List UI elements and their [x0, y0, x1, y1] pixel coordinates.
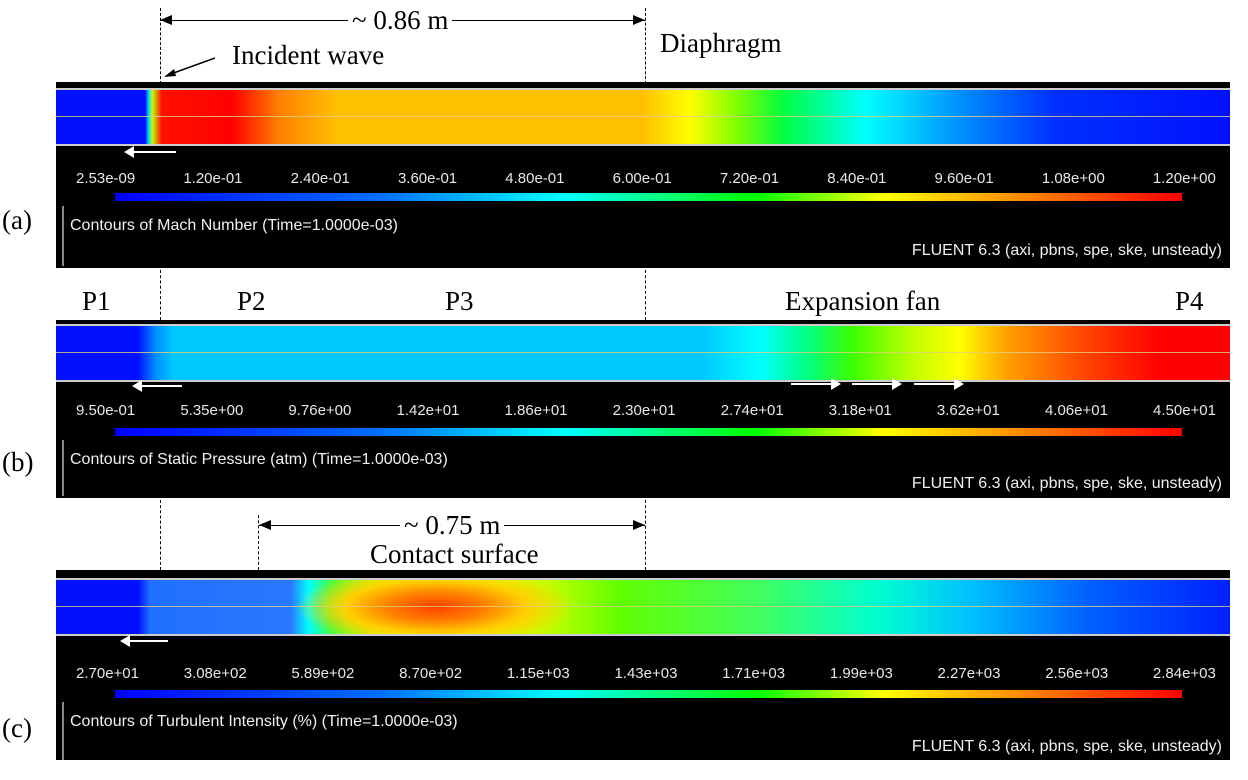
panel-title: Contours of Turbulent Intensity (%) (Tim…	[70, 713, 458, 730]
tick-label: 2.30e+01	[612, 402, 676, 419]
left-arrow-icon	[124, 146, 176, 158]
divider	[62, 440, 64, 496]
panel-label-c: (c)	[2, 713, 32, 743]
shock-position-line	[160, 8, 161, 84]
fluent-footer: FLUENT 6.3 (axi, pbns, spe, ske, unstead…	[911, 738, 1222, 755]
tick-label: 1.42e+01	[396, 402, 460, 419]
incident-wave-arrow	[164, 57, 216, 77]
tick-label: 5.89e+02	[291, 665, 355, 682]
colorbar-ticks: 2.70e+01 3.08e+02 5.89e+02 8.70e+02 1.15e+03…	[56, 665, 1230, 682]
fluent-footer: FLUENT 6.3 (axi, pbns, spe, ske, unstead…	[911, 475, 1222, 492]
left-arrow-icon	[132, 380, 182, 392]
tick-label: 3.60e-01	[397, 170, 458, 187]
dimension-label-086: ~ 0.86 m	[348, 7, 453, 34]
tick-label: 1.86e+01	[504, 402, 568, 419]
diaphragm-label: Diaphragm	[660, 28, 782, 58]
tick-label: 2.27e+03	[937, 665, 1001, 682]
tick-label: 2.84e+03	[1152, 665, 1216, 682]
diaphragm-line	[645, 500, 646, 570]
divider	[62, 702, 64, 760]
tick-label: 5.35e+00	[180, 402, 244, 419]
fluent-footer: FLUENT 6.3 (axi, pbns, spe, ske, unstead…	[911, 242, 1222, 259]
tick-label: 2.56e+03	[1045, 665, 1109, 682]
tick-label: 8.70e+02	[399, 665, 463, 682]
tick-label: 3.08e+02	[183, 665, 247, 682]
static-pressure-panel: 9.50e-01 5.35e+00 9.76e+00 1.42e+01 1.86e+01…	[56, 320, 1230, 498]
turbulence-contour	[56, 578, 1230, 636]
p3-label: P3	[445, 286, 474, 316]
p4-label: P4	[1175, 286, 1204, 316]
tick-label: 9.60e-01	[934, 170, 994, 187]
tick-label: 1.43e+03	[614, 665, 678, 682]
tick-label: 2.70e+01	[76, 665, 139, 682]
tick-label: 4.50e+01	[1153, 402, 1216, 419]
panel-label-a: (a)	[2, 205, 32, 235]
diaphragm-line	[645, 270, 646, 320]
mach-number-panel: 2.53e-09 1.20e-01 2.40e-01 3.60e-01 4.80e-01…	[56, 82, 1230, 268]
tick-label: 4.80e-01	[505, 170, 565, 187]
tick-label: 8.40e-01	[827, 170, 887, 187]
contact-surface-line	[258, 515, 259, 570]
tick-label: 3.62e+01	[936, 402, 1000, 419]
p1-label: P1	[82, 286, 111, 316]
colorbar	[115, 690, 1182, 698]
turbulent-intensity-panel: 2.70e+01 3.08e+02 5.89e+02 8.70e+02 1.15e+03…	[56, 570, 1230, 760]
tick-label: 6.00e-01	[612, 170, 672, 187]
tick-label: 1.20e+00	[1152, 170, 1216, 187]
p2-label: P2	[237, 286, 266, 316]
divider	[62, 206, 64, 266]
tick-label: 2.53e-09	[76, 170, 136, 187]
tick-label: 2.40e-01	[290, 170, 350, 187]
dimension-label-075: ~ 0.75 m	[400, 512, 505, 539]
tick-label: 1.15e+03	[506, 665, 570, 682]
colorbar	[115, 428, 1182, 436]
right-arrow-icon	[791, 378, 841, 390]
right-arrow-icon	[852, 378, 902, 390]
incident-wave-label: Incident wave	[232, 40, 385, 70]
pressure-contour	[56, 324, 1230, 382]
right-arrow-icon	[914, 378, 964, 390]
colorbar-ticks: 2.53e-09 1.20e-01 2.40e-01 3.60e-01 4.80e-01…	[56, 170, 1230, 187]
tick-label: 1.20e-01	[183, 170, 243, 187]
tick-label: 1.08e+00	[1041, 170, 1105, 187]
tick-label: 1.99e+03	[829, 665, 893, 682]
tick-label: 9.50e-01	[76, 402, 136, 419]
shock-position-line	[160, 500, 161, 570]
contact-surface-label: Contact surface	[370, 539, 539, 569]
shock-position-line	[160, 270, 161, 320]
diaphragm-line	[645, 8, 646, 84]
expansion-fan-label: Expansion fan	[785, 286, 941, 316]
panel-title: Contours of Static Pressure (atm) (Time=…	[70, 451, 448, 468]
colorbar	[115, 193, 1182, 201]
panel-label-b: (b)	[2, 447, 34, 477]
tick-label: 3.18e+01	[828, 402, 892, 419]
tick-label: 1.71e+03	[722, 665, 786, 682]
left-arrow-icon	[120, 635, 168, 647]
tick-label: 4.06e+01	[1044, 402, 1108, 419]
panel-title: Contours of Mach Number (Time=1.0000e-03…	[70, 217, 398, 234]
mach-contour	[56, 88, 1230, 146]
tick-label: 9.76e+00	[288, 402, 352, 419]
tick-label: 2.74e+01	[720, 402, 784, 419]
tick-label: 7.20e-01	[719, 170, 780, 187]
colorbar-ticks: 9.50e-01 5.35e+00 9.76e+00 1.42e+01 1.86e+01…	[56, 402, 1230, 419]
